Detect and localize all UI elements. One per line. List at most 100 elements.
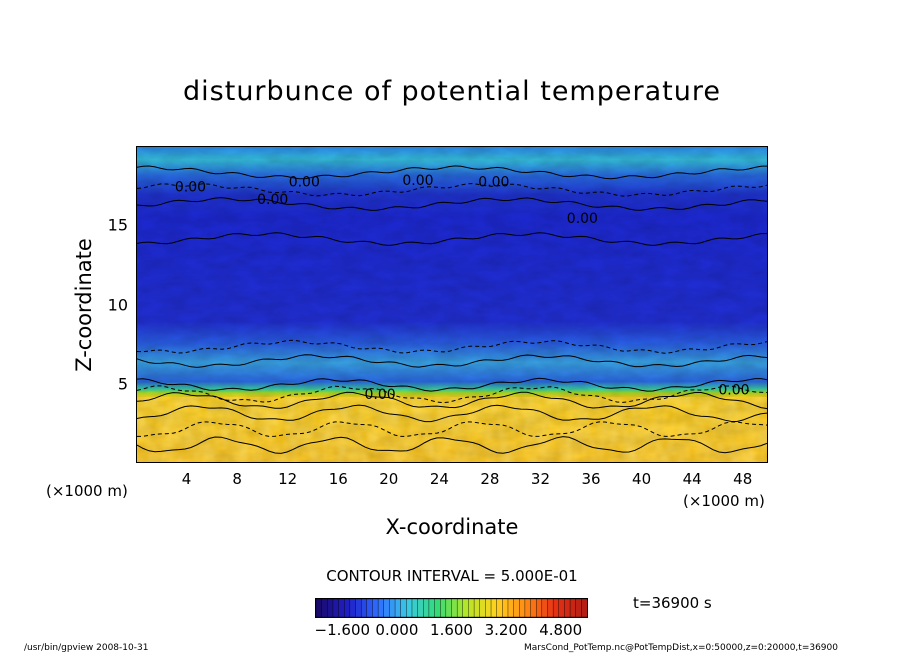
- x-tick-label: 40: [632, 470, 652, 488]
- contour-line: [137, 404, 767, 423]
- contour-line: [137, 183, 767, 197]
- colorbar-swatch: [332, 598, 340, 618]
- contour-line: [137, 232, 767, 246]
- colorbar-swatch: [440, 598, 447, 618]
- colorbar: [315, 598, 588, 618]
- contour-interval-label: CONTOUR INTERVAL = 5.000E-01: [326, 567, 578, 585]
- x-tick-label: 32: [530, 470, 551, 488]
- colorbar-swatch: [372, 598, 379, 618]
- colorbar-swatch: [547, 598, 554, 618]
- colorbar-swatch: [327, 598, 334, 618]
- colorbar-swatch: [490, 598, 498, 618]
- contour-line: [137, 385, 767, 404]
- colorbar-swatch: [558, 598, 565, 618]
- contour-label: 0.00: [718, 382, 749, 398]
- colorbar-label: 3.200: [484, 621, 528, 639]
- x-unit-right: (×1000 m): [683, 492, 765, 510]
- colorbar-swatch: [473, 598, 481, 618]
- colorbar-label: 4.800: [539, 621, 583, 639]
- colorbar-swatch: [535, 598, 543, 618]
- colorbar-swatch: [338, 598, 345, 618]
- x-tick-label: 48: [733, 470, 753, 488]
- colorbar-label: 0.000: [375, 621, 419, 639]
- colorbar-swatch: [519, 598, 526, 618]
- colorbar-swatch: [355, 598, 362, 618]
- contour-label: 0.00: [478, 175, 509, 191]
- x-unit-left: (×1000 m): [46, 482, 128, 500]
- contour-label: 0.00: [175, 179, 206, 195]
- colorbar-swatch: [456, 598, 464, 618]
- x-tick-label: 28: [480, 470, 500, 488]
- colorbar-swatch: [581, 598, 588, 618]
- colorbar-swatch: [321, 598, 328, 618]
- colorbar-swatch: [428, 598, 436, 618]
- contour-line: [137, 391, 767, 410]
- contour-line: [137, 377, 767, 392]
- contour-label: 0.00: [567, 211, 598, 227]
- x-tick-label: 36: [581, 470, 601, 488]
- colorbar-swatch: [541, 598, 548, 618]
- colorbar-swatch: [377, 598, 385, 618]
- colorbar-swatch: [569, 598, 577, 618]
- colorbar-swatch: [434, 598, 441, 618]
- x-tick-label: 20: [379, 470, 399, 488]
- contour-line: [137, 421, 767, 437]
- contour-line: [137, 354, 767, 368]
- y-tick-label: 15: [107, 215, 128, 235]
- colorbar-swatch: [552, 598, 560, 618]
- colorbar-swatch: [496, 598, 503, 618]
- x-tick-label: 12: [278, 470, 298, 488]
- colorbar-swatch: [530, 598, 537, 618]
- colorbar-swatch: [479, 598, 486, 618]
- x-tick-label: 24: [429, 470, 449, 488]
- colorbar-swatch: [400, 598, 407, 618]
- contour-line: [137, 339, 767, 354]
- footer-left: /usr/bin/gpview 2008-10-31: [24, 643, 149, 653]
- colorbar-label: −1.600: [314, 621, 371, 639]
- colorbar-swatch: [411, 598, 419, 618]
- contour-label: 0.00: [257, 192, 288, 208]
- colorbar-swatch: [389, 598, 396, 618]
- x-tick-label: 4: [181, 470, 192, 488]
- contour-line: [137, 436, 767, 454]
- contour-line: [137, 197, 767, 211]
- colorbar-swatch: [575, 598, 582, 618]
- x-tick-label: 16: [328, 470, 348, 488]
- colorbar-swatch: [485, 598, 492, 618]
- colorbar-swatch: [468, 598, 475, 618]
- time-label: t=36900 s: [633, 594, 712, 612]
- footer-right: MarsCond_PotTemp.nc@PotTempDist,x=0:5000…: [524, 643, 838, 653]
- y-tick-label: 10: [107, 295, 128, 314]
- colorbar-swatch: [349, 598, 357, 618]
- y-tick-label: 5: [117, 374, 128, 394]
- colorbar-swatch: [366, 598, 373, 618]
- x-tick-label: 8: [232, 470, 242, 488]
- contour-labels: 0.00 0.00 0.00 0.000.000.000.00 0.00: [175, 173, 750, 403]
- contour-label: 0.00: [365, 387, 396, 403]
- contour-lines: [137, 165, 767, 454]
- colorbar-swatch: [513, 598, 520, 618]
- colorbar-swatch: [524, 598, 532, 618]
- colorbar-label: 1.600: [430, 621, 473, 639]
- contour-line: [137, 165, 767, 180]
- x-axis-label: X-coordinate: [385, 515, 519, 539]
- colorbar-swatch: [564, 598, 571, 618]
- colorbar-swatch: [423, 598, 430, 618]
- colorbar-swatch: [315, 598, 323, 618]
- colorbar-swatch: [383, 598, 390, 618]
- colorbar-swatch: [394, 598, 402, 618]
- colorbar-swatch: [406, 598, 413, 618]
- colorbar-swatch: [445, 598, 453, 618]
- contour-label: 0.00: [289, 175, 320, 191]
- colorbar-swatch: [344, 598, 351, 618]
- colorbar-swatch: [451, 598, 458, 618]
- colorbar-swatch: [417, 598, 424, 618]
- colorbar-swatch: [502, 598, 509, 618]
- y-axis-label: Z-coordinate: [72, 238, 96, 372]
- plot-area: 0.00 0.00 0.00 0.00 0.00 0.00 0.00 0.00: [136, 146, 768, 463]
- colorbar-swatch: [462, 598, 469, 618]
- colorbar-swatches: [315, 598, 588, 618]
- colorbar-swatch: [360, 598, 368, 618]
- contour-label: 0.00: [402, 173, 433, 189]
- heatmap-field: 0.00 0.00 0.00 0.000.000.000.00 0.00: [137, 147, 767, 462]
